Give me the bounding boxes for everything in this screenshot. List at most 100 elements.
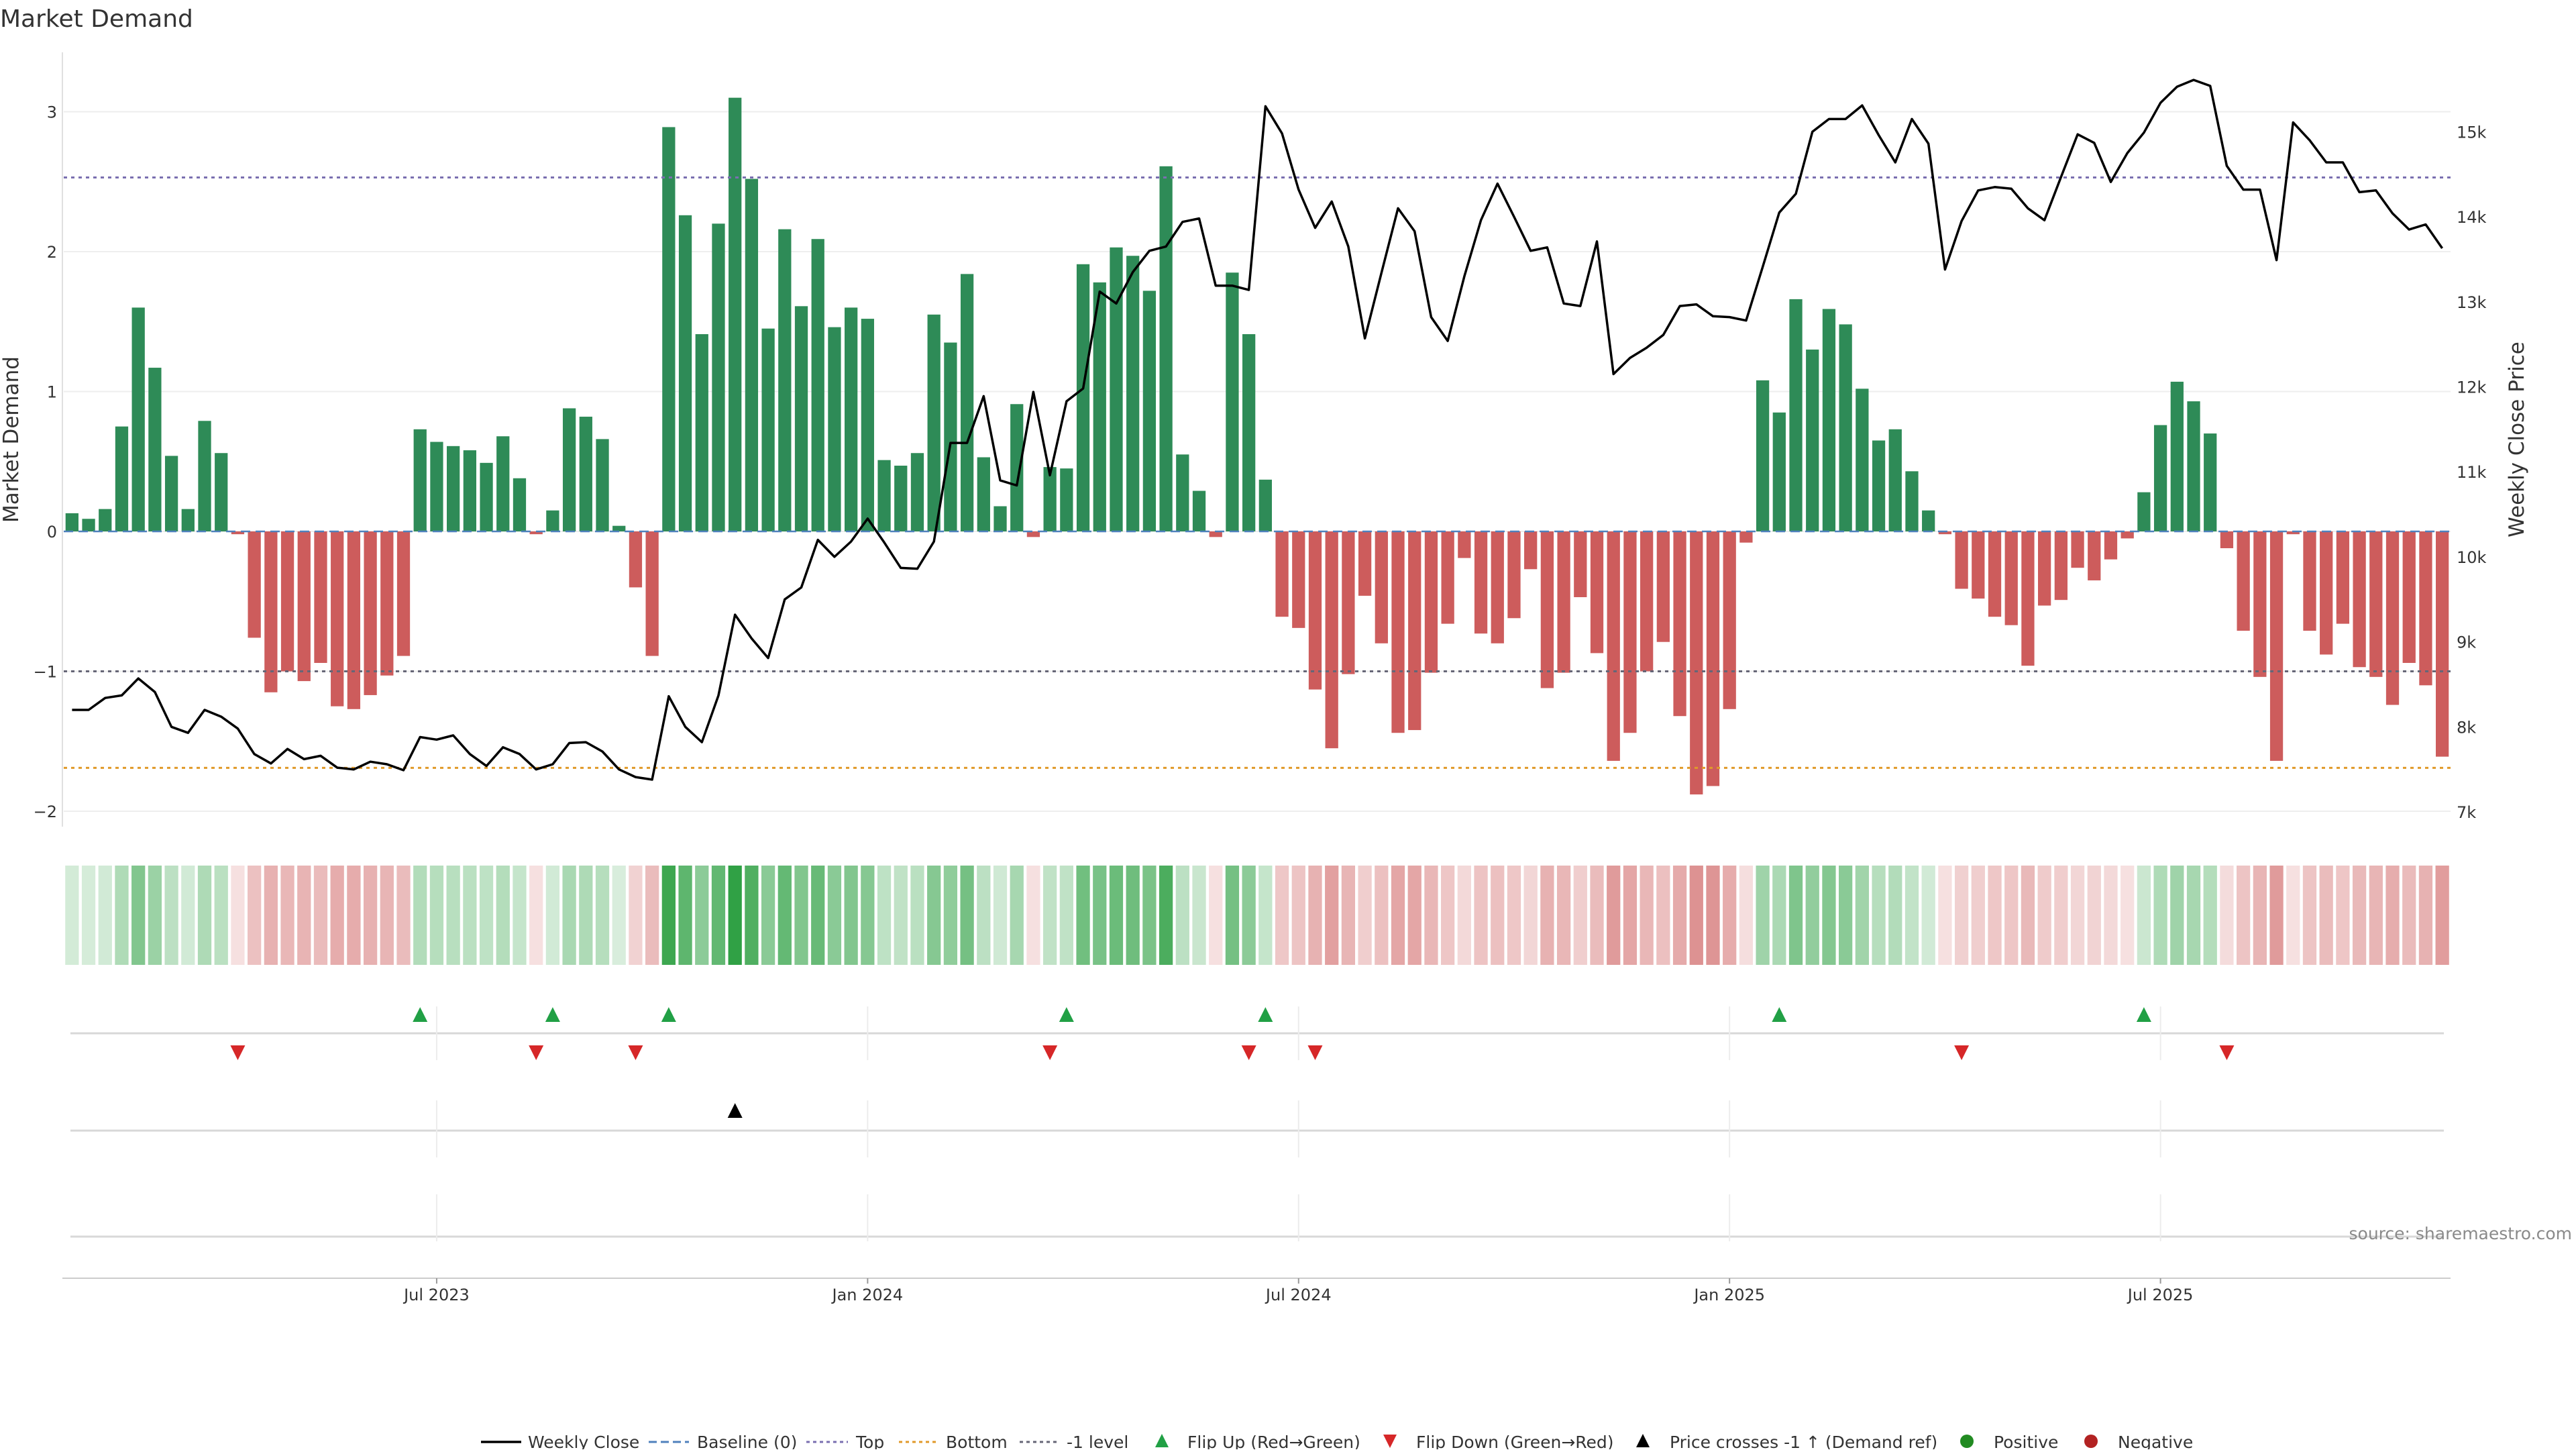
heat-strip-cell bbox=[943, 866, 958, 965]
demand-bar-negative bbox=[1342, 531, 1355, 674]
source-note: source: sharemaestro.com bbox=[2349, 1224, 2573, 1243]
legend-label: Baseline (0) bbox=[697, 1433, 797, 1449]
legend-label: Price crosses -1 ↑ (Demand ref) bbox=[1670, 1433, 1937, 1449]
demand-bar-positive bbox=[1789, 299, 1803, 531]
demand-bar-positive bbox=[910, 453, 924, 531]
heat-strip-cell bbox=[1159, 866, 1173, 965]
heat-strip-cell bbox=[363, 866, 378, 965]
demand-bar-positive bbox=[65, 513, 78, 531]
demand-bar-positive bbox=[430, 442, 443, 531]
demand-bar-positive bbox=[662, 127, 676, 531]
legend-flip-up-swatch bbox=[1155, 1434, 1169, 1447]
demand-bar-positive bbox=[712, 223, 725, 531]
demand-bar-positive bbox=[164, 456, 178, 531]
left-tick-label: 0 bbox=[47, 523, 57, 541]
demand-bar-positive bbox=[877, 460, 891, 531]
legend-label: Negative bbox=[2118, 1433, 2193, 1449]
heat-strip-cell bbox=[1474, 866, 1488, 965]
demand-bar-positive bbox=[2170, 381, 2184, 531]
heat-strip-cell bbox=[1010, 866, 1024, 965]
right-tick-label: 8k bbox=[2457, 718, 2476, 737]
demand-bar-negative bbox=[645, 531, 659, 656]
legend-flip-down-swatch bbox=[1383, 1435, 1397, 1448]
flip-down-marker bbox=[1307, 1045, 1323, 1060]
flip-up-marker bbox=[661, 1007, 676, 1022]
heat-strip-cell bbox=[1407, 866, 1421, 965]
demand-bar-negative bbox=[1574, 531, 1587, 597]
heat-strip-cell bbox=[1358, 866, 1372, 965]
demand-bar-positive bbox=[2137, 492, 2151, 531]
demand-bar-positive bbox=[794, 306, 808, 531]
heat-strip-cell bbox=[1109, 866, 1124, 965]
heat-strip-cell bbox=[197, 866, 212, 965]
heat-strip-cell bbox=[1656, 866, 1670, 965]
heat-strip-cell bbox=[2004, 866, 2019, 965]
left-tick-label: 3 bbox=[47, 103, 57, 122]
heat-strip-cell bbox=[1872, 866, 1886, 965]
heat-strip-cell bbox=[1242, 866, 1256, 965]
heat-strip-cell bbox=[1209, 866, 1223, 965]
heat-strip-cell bbox=[1441, 866, 1455, 965]
heat-strip-cell bbox=[1142, 866, 1157, 965]
heat-strip-cell bbox=[2336, 866, 2350, 965]
legend-positive-swatch bbox=[1960, 1435, 1974, 1448]
demand-bar-negative bbox=[1706, 531, 1720, 786]
flip-down-marker bbox=[529, 1045, 544, 1060]
heat-strip-cell bbox=[98, 866, 112, 965]
demand-bar-positive bbox=[1888, 429, 1902, 531]
demand-bar-negative bbox=[331, 531, 344, 707]
heat-strip-cell bbox=[1076, 866, 1090, 965]
flip-down-marker bbox=[2219, 1045, 2235, 1060]
demand-bar-positive bbox=[546, 510, 559, 531]
demand-bar-positive bbox=[2204, 433, 2217, 531]
heat-strip-cell bbox=[2253, 866, 2267, 965]
flip-up-marker bbox=[1059, 1007, 1074, 1022]
demand-bar-negative bbox=[1739, 531, 1753, 543]
demand-bar-positive bbox=[198, 421, 211, 531]
heat-strip-cell bbox=[2203, 866, 2217, 965]
heat-strip-cell bbox=[562, 866, 576, 965]
demand-bar-negative bbox=[1607, 531, 1620, 761]
demand-bar-positive bbox=[1922, 510, 1935, 531]
heat-strip-cell bbox=[2054, 866, 2068, 965]
heat-strip-cell bbox=[761, 866, 775, 965]
heat-strip-cell bbox=[612, 866, 626, 965]
demand-bar-positive bbox=[944, 342, 957, 531]
demand-bar-negative bbox=[2088, 531, 2101, 580]
heat-strip-cell bbox=[2220, 866, 2234, 965]
demand-bar-negative bbox=[1325, 531, 1338, 749]
demand-bar-positive bbox=[1010, 404, 1024, 531]
demand-bar-negative bbox=[1955, 531, 1968, 589]
demand-bar-negative bbox=[1640, 531, 1654, 672]
heat-strip-cell bbox=[695, 866, 709, 965]
demand-bar-positive bbox=[1159, 166, 1173, 531]
demand-bar-positive bbox=[596, 439, 609, 531]
heat-strip-cell bbox=[1723, 866, 1737, 965]
demand-bar-positive bbox=[148, 368, 162, 531]
heat-strip-cell bbox=[2435, 866, 2449, 965]
demand-bar-positive bbox=[894, 466, 908, 531]
flip-down-marker bbox=[1042, 1045, 1058, 1060]
heat-strip-cell bbox=[1275, 866, 1289, 965]
legend-label: Weekly Close bbox=[528, 1433, 639, 1449]
demand-bar-negative bbox=[1358, 531, 1372, 596]
demand-bar-positive bbox=[977, 457, 990, 531]
demand-bar-positive bbox=[729, 97, 742, 531]
demand-bar-negative bbox=[1474, 531, 1488, 634]
demand-bar-negative bbox=[2021, 531, 2035, 666]
heat-strip-cell bbox=[330, 866, 344, 965]
heat-strip-cell bbox=[248, 866, 262, 965]
flip-up-marker bbox=[2136, 1007, 2151, 1022]
demand-bar-negative bbox=[1557, 531, 1570, 673]
demand-bar-positive bbox=[1258, 479, 1272, 531]
demand-bar-negative bbox=[1938, 531, 1952, 535]
demand-bar-negative bbox=[1408, 531, 1421, 731]
heat-strip-cell bbox=[413, 866, 427, 965]
demand-bar-negative bbox=[1441, 531, 1454, 624]
heat-strip-cell bbox=[513, 866, 527, 965]
demand-bar-negative bbox=[2220, 531, 2234, 549]
heat-strip-cell bbox=[993, 866, 1008, 965]
demand-bar-negative bbox=[248, 531, 261, 638]
